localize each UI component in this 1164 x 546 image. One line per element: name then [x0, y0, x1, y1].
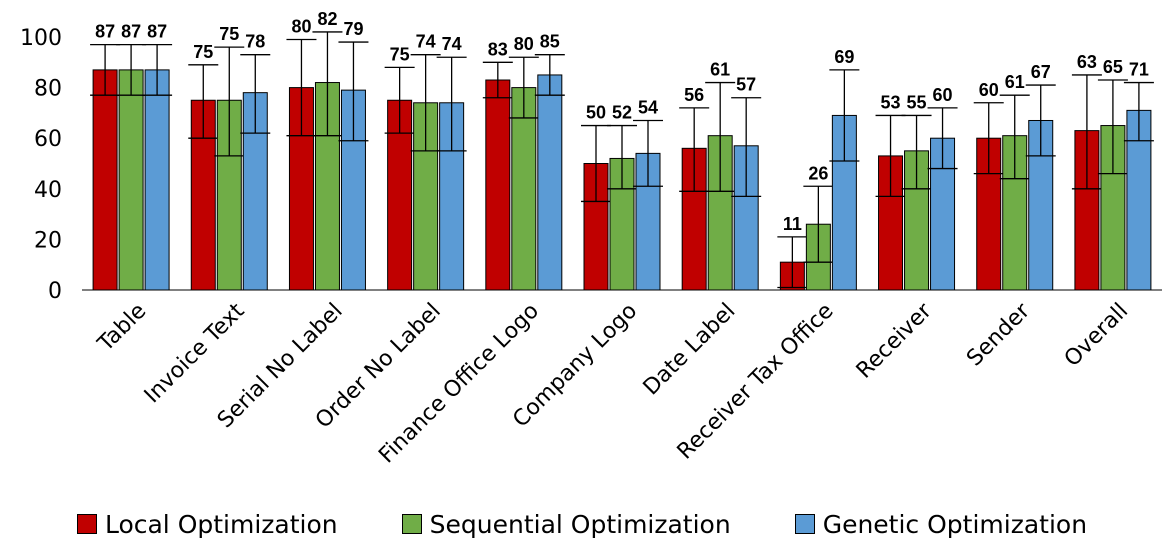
legend-swatch-sequential	[402, 514, 422, 534]
data-label: 78	[245, 32, 265, 52]
data-label: 52	[612, 103, 632, 123]
data-label: 82	[317, 9, 337, 29]
y-tick-label: 40	[34, 178, 62, 203]
data-label: 26	[808, 163, 828, 183]
bar	[119, 70, 143, 290]
category-label: Table	[93, 299, 152, 358]
legend-label-local: Local Optimization	[105, 510, 338, 539]
data-label: 79	[343, 19, 363, 39]
data-label: 80	[514, 34, 534, 54]
data-label: 54	[638, 97, 658, 117]
category-label: Receiver	[852, 298, 938, 384]
legend-item-genetic: Genetic Optimization	[795, 510, 1087, 539]
data-label: 87	[147, 22, 167, 42]
category-label: Overall	[1060, 299, 1133, 372]
data-label: 83	[488, 39, 508, 59]
data-label: 56	[684, 85, 704, 105]
data-label: 60	[979, 80, 999, 100]
data-label: 67	[1031, 62, 1051, 82]
data-label: 87	[95, 22, 115, 42]
data-label: 75	[219, 24, 239, 44]
category-label: Invoice Text	[140, 298, 250, 408]
legend-item-local: Local Optimization	[77, 510, 338, 539]
bar	[538, 75, 562, 290]
data-label: 87	[121, 22, 141, 42]
legend-swatch-genetic	[795, 514, 815, 534]
y-tick-label: 80	[34, 77, 62, 102]
data-label: 75	[193, 42, 213, 62]
bar	[145, 70, 169, 290]
y-tick-label: 0	[48, 279, 62, 304]
legend: Local Optimization Sequential Optimizati…	[0, 504, 1164, 544]
y-tick-label: 100	[20, 26, 62, 51]
data-label: 53	[881, 92, 901, 112]
data-label: 50	[586, 103, 606, 123]
data-label: 71	[1129, 60, 1149, 80]
legend-label-sequential: Sequential Optimization	[430, 510, 731, 539]
category-label: Date Label	[639, 299, 741, 401]
data-label: 74	[416, 32, 436, 52]
data-label: 80	[291, 17, 311, 37]
data-label: 75	[390, 44, 410, 64]
data-label: 69	[834, 47, 854, 67]
data-label: 85	[540, 32, 560, 52]
legend-item-sequential: Sequential Optimization	[402, 510, 731, 539]
data-label: 61	[1005, 72, 1025, 92]
legend-swatch-local	[77, 514, 97, 534]
data-label: 57	[736, 75, 756, 95]
legend-label-genetic: Genetic Optimization	[823, 510, 1087, 539]
data-label: 55	[907, 92, 927, 112]
category-label: Finance Office Logo	[374, 299, 544, 469]
bar	[93, 70, 117, 290]
y-tick-label: 60	[34, 127, 62, 152]
data-label: 61	[710, 60, 730, 80]
data-label: 60	[933, 85, 953, 105]
data-label: 74	[442, 34, 462, 54]
data-label: 65	[1103, 57, 1123, 77]
bar	[486, 80, 510, 290]
data-label: 63	[1077, 52, 1097, 72]
category-label: Sender	[962, 298, 1035, 371]
data-label: 11	[783, 214, 802, 234]
bar-chart: 0 20 40 60 80 100 87 87 87 Table 75 75 78 Invoice Tex…	[0, 0, 1164, 500]
y-tick-label: 20	[34, 228, 62, 253]
